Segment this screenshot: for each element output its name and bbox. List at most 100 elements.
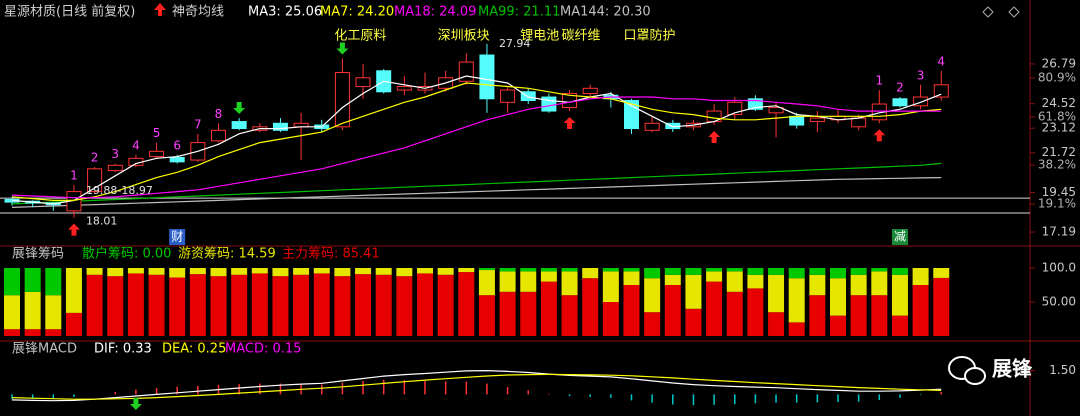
chip-segment xyxy=(169,277,186,336)
candle-body xyxy=(768,107,784,114)
chip-segment xyxy=(4,295,20,330)
chip-segment xyxy=(788,268,805,279)
chip-segment xyxy=(24,268,41,292)
badge xyxy=(169,229,186,245)
price-label: 19.88-18.97 xyxy=(86,184,153,197)
chip-segment xyxy=(189,274,206,336)
chip-segment xyxy=(747,288,764,336)
candle-body xyxy=(479,54,495,100)
ma-line xyxy=(11,82,942,201)
chip-segment xyxy=(685,274,702,309)
y-tick-label: 24.52 xyxy=(1042,96,1076,110)
chip-segment xyxy=(334,268,351,277)
chip-segment xyxy=(788,278,805,323)
chip-segment xyxy=(417,268,433,274)
chip-segment xyxy=(912,268,929,285)
chip-segment xyxy=(830,315,846,336)
sell-signal xyxy=(129,398,142,410)
ma-line xyxy=(11,96,942,199)
sector-label: 化工原料 xyxy=(334,29,386,44)
sector-label: 深圳板块 xyxy=(438,29,490,44)
chip-segment xyxy=(437,268,454,275)
count-label: 2 xyxy=(91,151,99,165)
chip-segment xyxy=(169,268,186,278)
legend-entry: MA7: 24.20 xyxy=(320,5,394,20)
chip-segment xyxy=(582,278,599,336)
chip-segment xyxy=(293,268,310,275)
chip-segment xyxy=(375,268,392,275)
candle-body xyxy=(809,117,825,123)
chip-segment xyxy=(24,291,41,330)
menu-icon[interactable] xyxy=(982,6,994,18)
y-tick-label: 100.0 xyxy=(1042,261,1076,275)
stock-title: 星源材质(日线 前复权) xyxy=(4,4,135,20)
chip-segment xyxy=(478,295,495,336)
chip-segment xyxy=(891,274,908,316)
chip-segment xyxy=(4,329,20,336)
chip-segment xyxy=(478,270,495,296)
chip-segment xyxy=(644,312,661,336)
count-label: 8 xyxy=(215,107,223,121)
chip-segment xyxy=(664,285,681,336)
chip-segment xyxy=(685,268,702,275)
buy-signal xyxy=(563,117,576,130)
chip-segment xyxy=(623,271,640,285)
restore-icon[interactable] xyxy=(154,3,166,16)
sector-label: 口罩防护 xyxy=(624,28,676,44)
count-label: 5 xyxy=(153,126,161,140)
buy-signal xyxy=(873,129,886,142)
y-tick-label: 80.9% xyxy=(1038,70,1076,84)
legend-entry: MA18: 24.09 xyxy=(394,5,476,20)
ma-line xyxy=(11,162,942,205)
candle-body xyxy=(933,84,949,98)
y-tick-label: 61.8% xyxy=(1038,110,1076,124)
chip-segment xyxy=(334,276,351,336)
legend-entry: MA3: 25.06 xyxy=(248,5,322,20)
chip-segment xyxy=(561,295,578,336)
chip-segment xyxy=(251,273,268,336)
chip-segment xyxy=(355,274,372,336)
chip-segment xyxy=(107,268,124,277)
legend-entry: 游资筹码: 14.59 xyxy=(178,246,276,262)
candle-body xyxy=(851,117,867,128)
chip-segment xyxy=(664,268,681,275)
count-label: 7 xyxy=(194,117,202,131)
count-label: 1 xyxy=(70,168,78,182)
chip-segment xyxy=(148,274,165,336)
chip-segment xyxy=(210,276,227,336)
y-tick-label: 19.1% xyxy=(1038,197,1076,211)
chip-segment xyxy=(891,268,908,275)
chip-segment xyxy=(602,302,619,336)
chip-segment xyxy=(313,268,330,274)
chip-segment xyxy=(127,273,144,336)
ma-line xyxy=(11,177,942,208)
chip-segment xyxy=(664,274,681,285)
count-label: 1 xyxy=(875,74,883,88)
chip-segment xyxy=(809,274,826,296)
chip-segment xyxy=(189,268,206,275)
chip-segment xyxy=(540,281,557,336)
legend-entry: 主力筹码: 85.41 xyxy=(282,246,380,262)
candle-body xyxy=(582,87,598,95)
candle-body xyxy=(396,86,412,91)
chip-segment xyxy=(747,274,764,289)
candle-body xyxy=(334,72,350,128)
chip-segment xyxy=(251,268,268,274)
legend-entry: MA144: 20.30 xyxy=(560,5,651,20)
chip-segment xyxy=(478,268,495,271)
candle-body xyxy=(458,61,474,82)
chip-segment xyxy=(768,274,785,313)
chip-segment xyxy=(871,295,888,336)
chip-segment xyxy=(602,271,619,302)
chip-segment xyxy=(86,274,103,336)
chip-segment xyxy=(313,273,330,336)
candle-body xyxy=(149,150,165,158)
menu-icon[interactable] xyxy=(1008,6,1020,18)
chip-segment xyxy=(891,315,908,336)
chip-segment xyxy=(644,278,661,313)
ma-line xyxy=(11,369,942,402)
count-label: 2 xyxy=(896,81,904,95)
watermark-icon xyxy=(964,367,986,385)
candle-body xyxy=(500,89,516,103)
